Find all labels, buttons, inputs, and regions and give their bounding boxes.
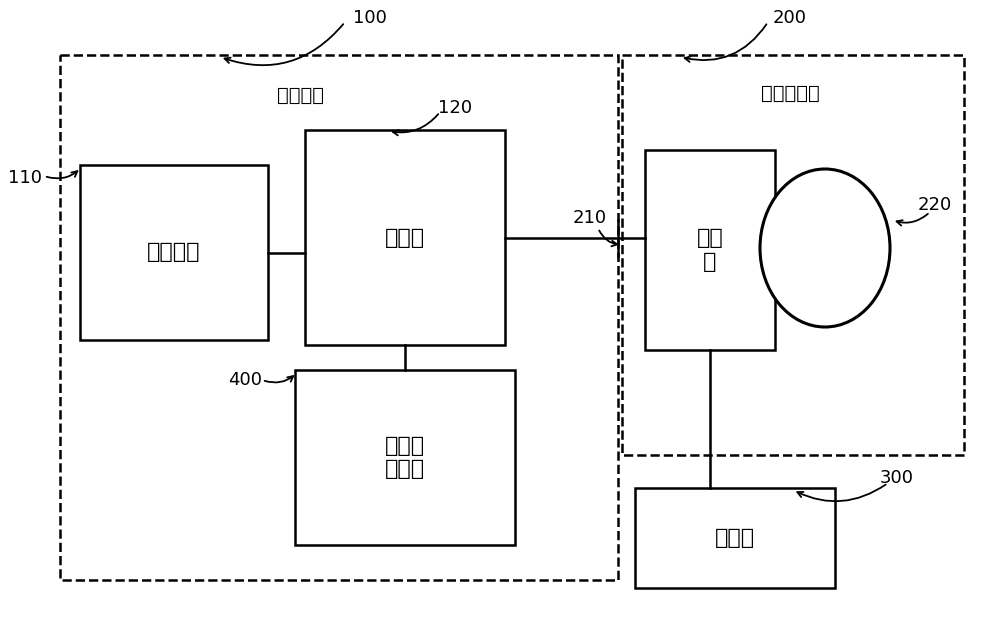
Bar — [635, 488, 835, 588]
Text: 测试头: 测试头 — [385, 227, 425, 247]
Bar — [645, 150, 775, 350]
Text: 中控单元: 中控单元 — [147, 242, 201, 262]
Text: 220: 220 — [918, 196, 952, 214]
Text: 110: 110 — [8, 169, 42, 187]
Text: 探针
卡: 探针 卡 — [697, 229, 723, 272]
Text: 测试服
务系统: 测试服 务系统 — [385, 436, 425, 479]
Text: 200: 200 — [773, 9, 807, 27]
Text: 300: 300 — [880, 469, 914, 487]
Text: 120: 120 — [438, 99, 472, 117]
Text: 测试部分: 测试部分 — [276, 85, 324, 105]
Bar — [622, 55, 964, 455]
Text: 被测试部分: 被测试部分 — [761, 83, 819, 103]
Bar — [80, 165, 268, 340]
Bar — [295, 370, 515, 545]
Bar — [305, 130, 505, 345]
Ellipse shape — [760, 169, 890, 327]
Text: 100: 100 — [353, 9, 387, 27]
Bar — [60, 55, 618, 580]
Text: 400: 400 — [228, 371, 262, 389]
Text: 210: 210 — [573, 209, 607, 227]
Text: 探针台: 探针台 — [715, 528, 755, 548]
